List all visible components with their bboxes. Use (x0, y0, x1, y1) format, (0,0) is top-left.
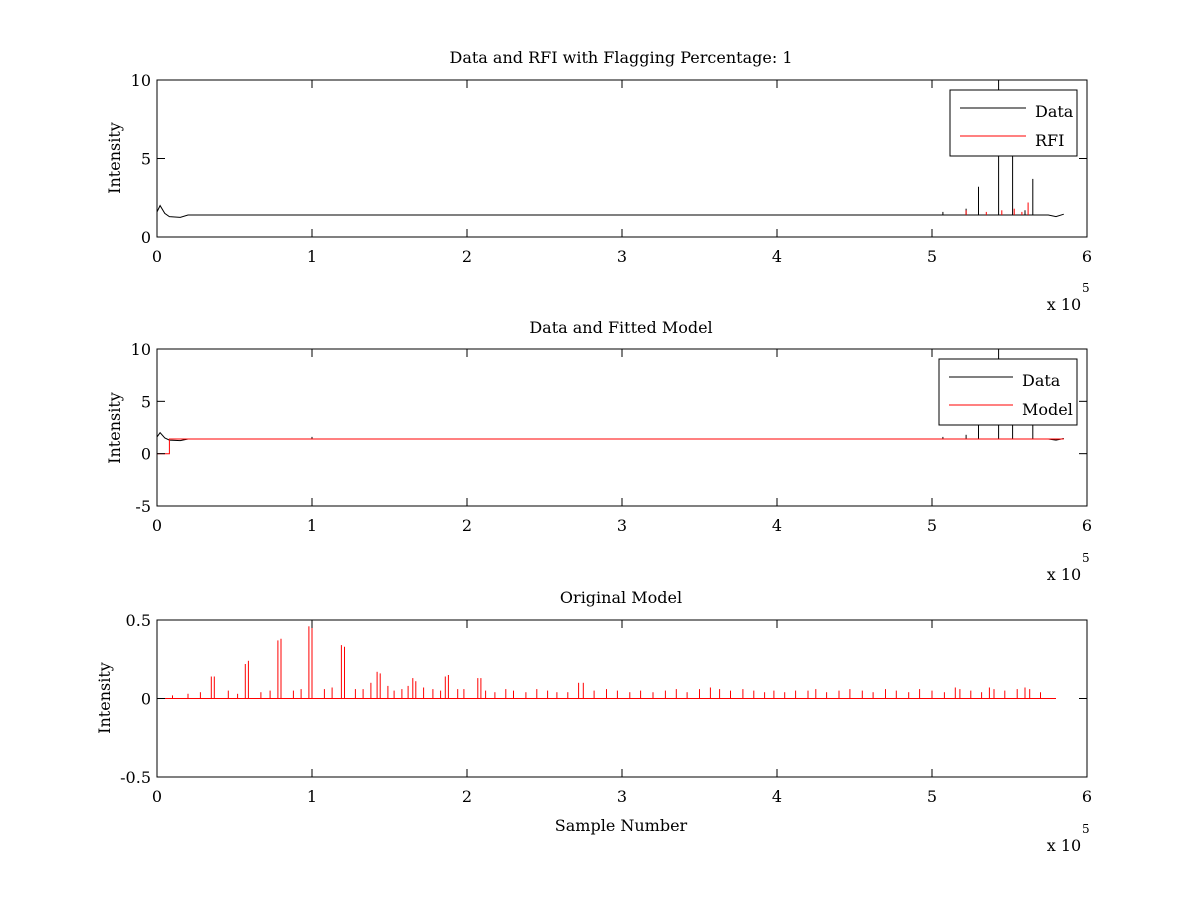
x-axis-label: Sample Number (555, 816, 688, 835)
y-tick-label: 5 (141, 392, 151, 411)
x-tick-label: 6 (1082, 787, 1092, 806)
x-tick-label: 6 (1082, 516, 1092, 535)
panel-title: Data and Fitted Model (529, 318, 712, 337)
x-multiplier: x 10 (1047, 836, 1081, 855)
x-tick-label: 6 (1082, 247, 1092, 266)
y-tick-label: -0.5 (120, 768, 151, 787)
x-tick-label: 4 (772, 247, 782, 266)
legend-label-rfi: RFI (1035, 131, 1064, 150)
x-exponent: 5 (1082, 551, 1090, 565)
y-tick-label: 0 (141, 445, 151, 464)
legend: Data RFI (949, 89, 1078, 157)
x-tick-label: 5 (927, 787, 937, 806)
y-tick-label: 10 (131, 71, 151, 90)
y-axis-label: Intensity (105, 392, 124, 464)
legend-label-model: Model (1022, 400, 1073, 419)
x-multiplier: x 10 (1047, 295, 1081, 314)
legend-box (949, 89, 1078, 157)
x-tick-label: 3 (617, 787, 627, 806)
x-tick-label: 5 (927, 247, 937, 266)
y-axis-label: Intensity (105, 122, 124, 194)
series-data-line (156, 204, 1064, 218)
y-tick-label: 0.5 (126, 611, 151, 630)
x-tick-label: 0 (152, 787, 162, 806)
x-tick-label: 2 (462, 516, 472, 535)
x-tick-label: 3 (617, 516, 627, 535)
x-tick-label: 2 (462, 787, 472, 806)
panel-rfi: Data and RFI with Flagging Percentage: 1… (105, 48, 1092, 314)
series-data-line (156, 431, 1064, 442)
x-tick-label: 1 (307, 247, 317, 266)
x-tick-label: 3 (617, 247, 627, 266)
x-tick-label: 4 (772, 516, 782, 535)
legend-box (938, 358, 1078, 426)
y-tick-label: 5 (141, 150, 151, 169)
x-tick-label: 5 (927, 516, 937, 535)
legend-label-data: Data (1022, 371, 1061, 390)
y-tick-label: 0 (141, 228, 151, 247)
x-tick-label: 1 (307, 787, 317, 806)
y-axis-label: Intensity (95, 662, 114, 734)
x-exponent: 5 (1082, 281, 1090, 295)
y-tick-label: -5 (135, 497, 151, 516)
x-tick-label: 1 (307, 516, 317, 535)
legend-label-data: Data (1035, 102, 1074, 121)
x-multiplier: x 10 (1047, 565, 1081, 584)
y-tick-label: 10 (131, 340, 151, 359)
panel-title: Data and RFI with Flagging Percentage: 1 (449, 48, 792, 67)
y-tick-label: 0 (141, 690, 151, 709)
x-tick-label: 0 (152, 247, 162, 266)
x-tick-label: 0 (152, 516, 162, 535)
x-tick-label: 2 (462, 247, 472, 266)
legend: Data Model (938, 358, 1078, 426)
x-exponent: 5 (1082, 822, 1090, 836)
panel-fitted-model: Data and Fitted Model Intensity x 10 5 0… (105, 318, 1092, 584)
panel-title: Original Model (560, 588, 682, 607)
panel-original-model: Original Model Intensity Sample Number x… (95, 588, 1092, 855)
x-tick-label: 4 (772, 787, 782, 806)
